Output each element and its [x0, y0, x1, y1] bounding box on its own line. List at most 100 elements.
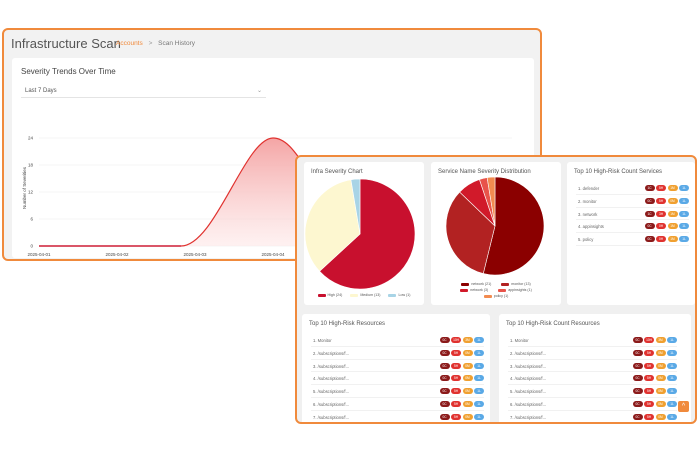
list-item[interactable]: 1. Monitor 0C 10H 3M 1L: [311, 334, 484, 347]
severity-badge: 1L: [474, 337, 484, 343]
date-range-value: Last 7 Days: [25, 88, 57, 94]
severity-badge: 1L: [679, 210, 689, 217]
severity-badges: 0C 5H 0M 1L: [632, 388, 677, 395]
list-item-label: 3. /subscriptions/f...: [510, 363, 547, 369]
breadcrumb-accounts-link[interactable]: Accounts: [116, 40, 143, 47]
legend-label: policy (1): [493, 294, 509, 298]
legend-item[interactable]: monitor (13): [501, 282, 531, 286]
severity-badge: 1L: [679, 185, 689, 191]
list-item[interactable]: 4. /subscriptions/f... 0C 5H 0M 1L: [508, 372, 677, 386]
top-resources-list: 1. Monitor 0C 10H 3M 1L 2. /subscriptions/f..…: [311, 334, 484, 422]
severity-badge: 5H: [451, 400, 461, 407]
severity-badge: 0C: [632, 337, 643, 343]
severity-badge: 1L: [667, 337, 677, 343]
severity-badge: 10H: [644, 337, 654, 343]
severity-badge: 1L: [667, 349, 677, 356]
severity-badges: 0C 0H 1M 1L: [644, 236, 689, 243]
x-tick-label: 2025-04-04: [261, 252, 285, 257]
severity-badges: 0C 10H 3M 1L: [632, 337, 677, 343]
severity-badges: 0C 0H 1M 1L: [644, 223, 689, 230]
severity-badge: 0M: [462, 388, 473, 395]
severity-badge: 1L: [667, 400, 677, 407]
severity-badges: 0C 5H 0M 1L: [439, 362, 484, 369]
breadcrumb: Accounts > Scan History: [116, 40, 195, 47]
severity-badge: 0M: [655, 388, 666, 395]
pie-slice[interactable]: [304, 179, 361, 272]
severity-badge: 10H: [451, 337, 461, 343]
severity-badge: 0C: [439, 400, 450, 407]
list-item-label: 3. network: [578, 211, 598, 217]
breadcrumb-separator: >: [148, 40, 153, 47]
list-item[interactable]: 2. monitor 0C 5H 0M 1L: [576, 195, 689, 208]
list-item[interactable]: 7. /subscriptions/f... 0C 5H 0M 1L: [311, 411, 484, 422]
severity-badge: 1L: [474, 413, 484, 420]
severity-badge: 5H: [451, 375, 461, 382]
severity-badge: 1L: [474, 400, 484, 407]
list-item[interactable]: 1. defender 1C 5H 1M 1L: [576, 182, 689, 195]
list-item-label: 5. /subscriptions/f...: [313, 389, 350, 395]
severity-badge: 0M: [462, 375, 473, 382]
infra-severity-card: Infra Severity Chart High (24) Medium (13…: [304, 162, 424, 305]
list-item[interactable]: 5. /subscriptions/f... 0C 5H 0M 1L: [311, 385, 484, 398]
severity-badge: 0C: [632, 362, 643, 369]
severity-badge: 0C: [632, 349, 643, 356]
severity-dashboard-panel: Infra Severity Chart High (24) Medium (13…: [295, 155, 697, 424]
severity-badge: 1L: [667, 362, 677, 369]
severity-badge: 1L: [474, 388, 484, 395]
infra-pie-legend: High (24) Medium (13) Low (1): [308, 293, 420, 297]
list-item[interactable]: 5. policy 0C 0H 1M 1L: [576, 233, 689, 246]
severity-badge: 5H: [656, 185, 666, 191]
severity-badge: 0M: [462, 349, 473, 356]
list-item-label: 4. /subscriptions/f...: [313, 376, 350, 382]
legend-label: Medium (13): [360, 293, 381, 297]
severity-badge: 1L: [474, 349, 484, 356]
list-item[interactable]: 7. /subscriptions/f... 0C 5H 0M 1L: [508, 411, 677, 422]
date-range-select[interactable]: Last 7 Days ⌄: [21, 85, 266, 98]
severity-badges: 0C 5H 0M 1L: [439, 413, 484, 420]
severity-badge: 3H: [656, 210, 666, 217]
card-title: Infra Severity Chart: [311, 169, 363, 175]
chevron-up-icon[interactable]: ^: [678, 401, 689, 412]
severity-badges: 0C 5H 0M 1L: [632, 375, 677, 382]
severity-badges: 0C 10H 3M 1L: [439, 337, 484, 343]
list-item[interactable]: 4. appinsights 0C 0H 1M 1L: [576, 220, 689, 234]
pie-slice[interactable]: [319, 178, 416, 290]
list-item[interactable]: 3. /subscriptions/f... 0C 5H 0M 1L: [311, 360, 484, 373]
list-item[interactable]: 5. /subscriptions/f... 0C 5H 0M 1L: [508, 385, 677, 398]
list-item-label: 7. /subscriptions/f...: [510, 414, 547, 420]
list-item-label: 1. Monitor: [510, 338, 529, 343]
severity-badge: 1M: [667, 210, 678, 217]
list-item[interactable]: 3. network 1C 3H 1M 1L: [576, 208, 689, 221]
severity-badge: 3M: [655, 337, 666, 343]
legend-item[interactable]: Low (1): [388, 293, 410, 297]
severity-badge: 0C: [632, 413, 643, 420]
severity-badge: 1L: [667, 413, 677, 420]
list-item[interactable]: 2. /subscriptions/f... 0C 5H 0M 1L: [311, 347, 484, 360]
legend-label: monitor (13): [511, 282, 531, 286]
legend-item[interactable]: network (3): [460, 288, 488, 292]
list-item[interactable]: 4. /subscriptions/f... 0C 5H 0M 1L: [311, 372, 484, 386]
pie-slice[interactable]: [445, 191, 496, 274]
list-item-label: 5. policy: [578, 237, 594, 243]
legend-item[interactable]: appinsights (1): [498, 288, 532, 292]
page-title: Infrastructure Scan: [11, 36, 121, 51]
list-item[interactable]: 6. /subscriptions/f... 0C 5H 0M 1L: [311, 398, 484, 411]
legend-label: network (3): [470, 288, 489, 292]
list-item[interactable]: 6. /subscriptions/f... 0C 5H 0M 1L: [508, 398, 677, 411]
pie-slice[interactable]: [482, 176, 545, 276]
pie-slice[interactable]: [486, 176, 496, 227]
legend-item[interactable]: Medium (13): [350, 293, 380, 297]
legend-swatch: [501, 282, 510, 286]
list-item[interactable]: 1. Monitor 0C 10H 3M 1L: [508, 334, 677, 347]
high-series-area: [39, 138, 333, 246]
severity-badge: 0M: [462, 362, 473, 369]
severity-badge: 0M: [462, 400, 473, 407]
legend-item[interactable]: network (21): [461, 282, 491, 286]
list-item[interactable]: 2. /subscriptions/f... 0C 5H 0M 1L: [508, 347, 677, 360]
pie-slice[interactable]: [350, 178, 361, 235]
legend-item[interactable]: policy (1): [483, 294, 509, 298]
severity-badges: 1C 5H 1M 1L: [644, 185, 689, 191]
legend-item[interactable]: High (24): [317, 293, 342, 297]
list-item-label: 2. monitor: [578, 198, 597, 204]
list-item[interactable]: 3. /subscriptions/f... 0C 5H 0M 1L: [508, 360, 677, 373]
